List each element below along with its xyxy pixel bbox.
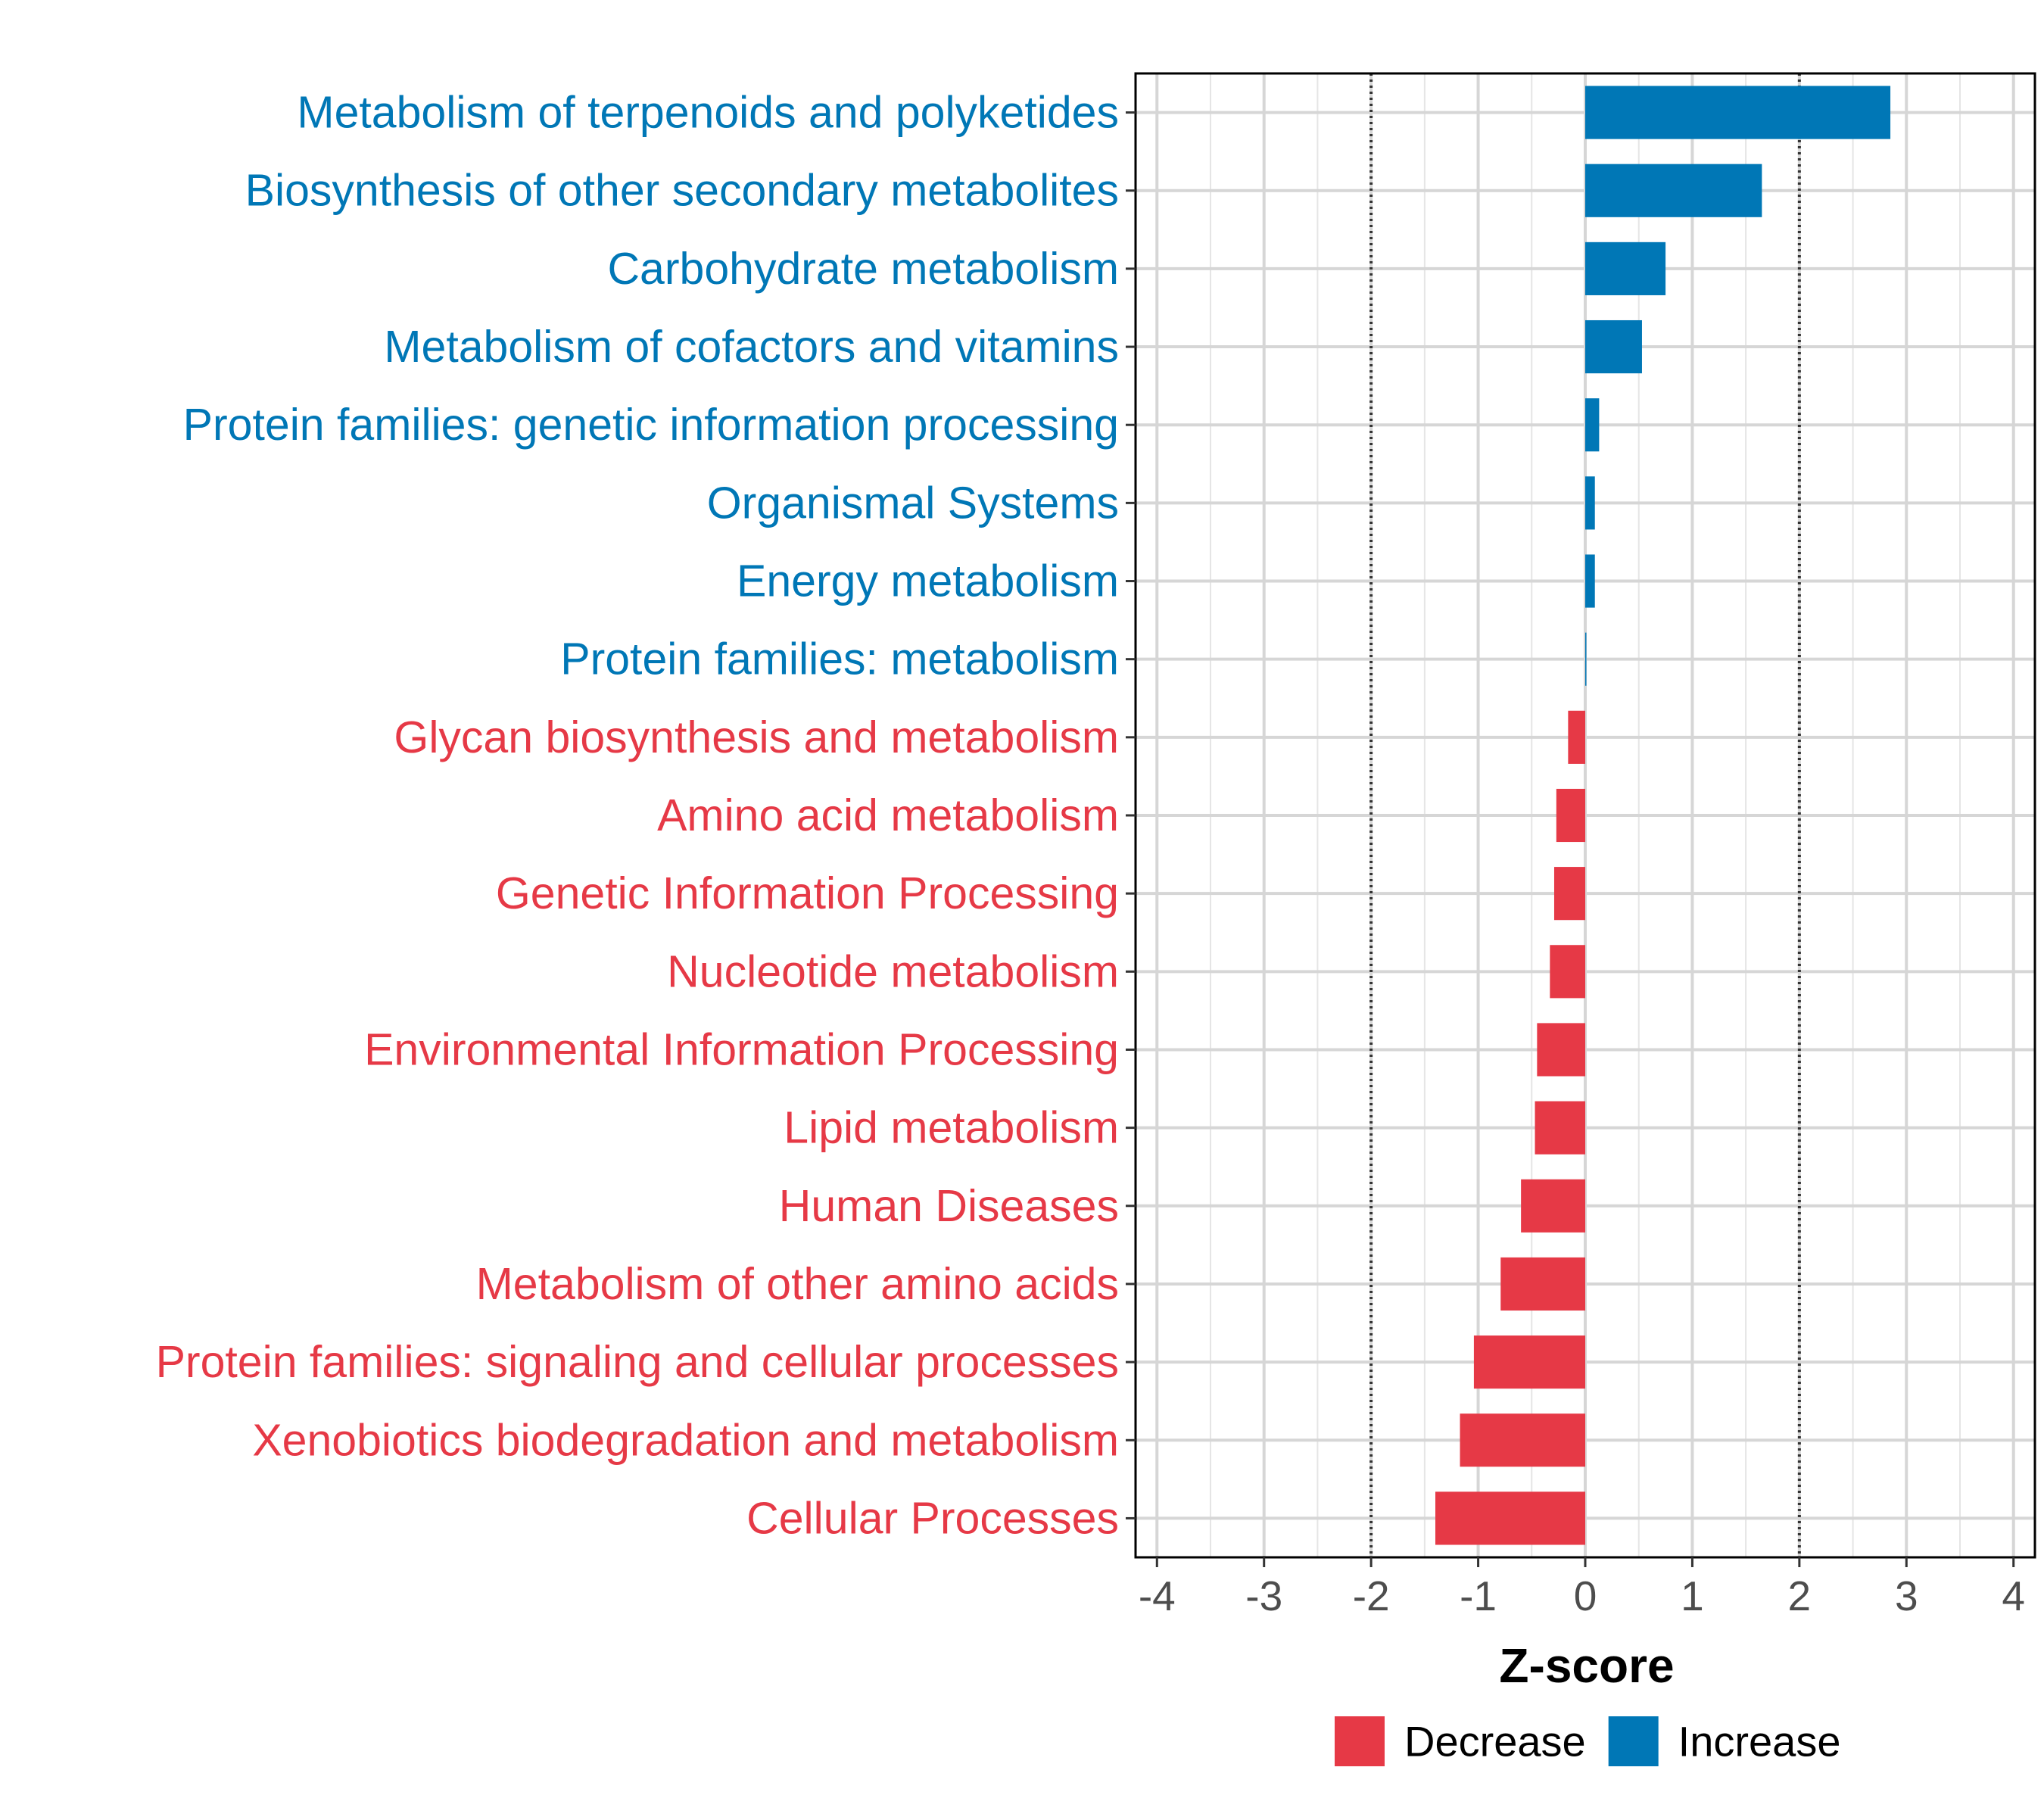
y-tick-label: Organismal Systems — [707, 478, 1119, 528]
bar — [1568, 710, 1585, 764]
x-tick-label: 3 — [1895, 1572, 1918, 1619]
y-axis: Metabolism of terpenoids and polyketides… — [156, 88, 1136, 1543]
bar — [1553, 867, 1585, 921]
x-tick-label: 0 — [1574, 1572, 1597, 1619]
legend-key — [1335, 1716, 1385, 1766]
y-tick-label: Amino acid metabolism — [657, 790, 1119, 840]
bar — [1585, 632, 1587, 686]
y-tick-label: Energy metabolism — [737, 556, 1119, 606]
bar — [1585, 164, 1762, 217]
bar — [1537, 1023, 1585, 1077]
bar — [1585, 242, 1666, 295]
bar — [1585, 398, 1600, 452]
y-tick-label: Environmental Information Processing — [364, 1024, 1119, 1074]
x-tick-label: 4 — [2002, 1572, 2025, 1619]
y-tick-label: Human Diseases — [779, 1181, 1119, 1231]
x-tick-label: -3 — [1245, 1572, 1282, 1619]
y-tick-label: Cellular Processes — [746, 1493, 1119, 1543]
legend-key — [1608, 1716, 1659, 1766]
y-tick-label: Genetic Information Processing — [496, 868, 1119, 918]
y-tick-label: Protein families: genetic information pr… — [183, 400, 1119, 450]
legend-label: Decrease — [1404, 1718, 1586, 1766]
x-tick-label: 1 — [1681, 1572, 1704, 1619]
x-tick-label: -4 — [1139, 1572, 1176, 1619]
bar — [1500, 1257, 1585, 1311]
x-axis: -4 -3 -2 -1 0 1 2 3 4 — [1139, 1557, 2025, 1619]
bar — [1435, 1491, 1585, 1545]
y-tick-label: Protein families: signaling and cellular… — [156, 1337, 1119, 1387]
y-tick-label: Metabolism of terpenoids and polyketides — [297, 88, 1119, 138]
bar — [1556, 788, 1585, 843]
bar — [1521, 1179, 1585, 1233]
y-tick-label: Carbohydrate metabolism — [607, 244, 1119, 294]
bar — [1585, 554, 1595, 608]
y-tick-label: Biosynthesis of other secondary metaboli… — [245, 166, 1119, 216]
y-tick-label: Lipid metabolism — [784, 1103, 1119, 1153]
reference-lines — [1369, 73, 1801, 1557]
x-tick-label: -1 — [1460, 1572, 1497, 1619]
x-axis-title: Z-score — [1499, 1638, 1674, 1693]
bar — [1460, 1413, 1585, 1467]
y-tick-label: Glycan biosynthesis and metabolism — [394, 712, 1119, 762]
y-tick-label: Protein families: metabolism — [560, 634, 1119, 684]
y-tick-label: Nucleotide metabolism — [667, 946, 1119, 996]
y-tick-label: Metabolism of cofactors and vitamins — [384, 322, 1119, 372]
bar-layer — [1435, 86, 1891, 1545]
bar — [1585, 86, 1891, 139]
bar — [1473, 1335, 1585, 1389]
legend-label: Increase — [1678, 1718, 1841, 1766]
y-tick-label: Xenobiotics biodegradation and metabolis… — [252, 1415, 1119, 1465]
legend: Decrease Increase — [1335, 1716, 1840, 1766]
bar — [1535, 1101, 1585, 1155]
x-tick-label: 2 — [1788, 1572, 1812, 1619]
x-tick-label: -2 — [1353, 1572, 1390, 1619]
bar — [1550, 945, 1585, 999]
bar — [1585, 476, 1595, 530]
bar — [1585, 319, 1642, 374]
y-tick-label: Metabolism of other amino acids — [476, 1259, 1119, 1309]
